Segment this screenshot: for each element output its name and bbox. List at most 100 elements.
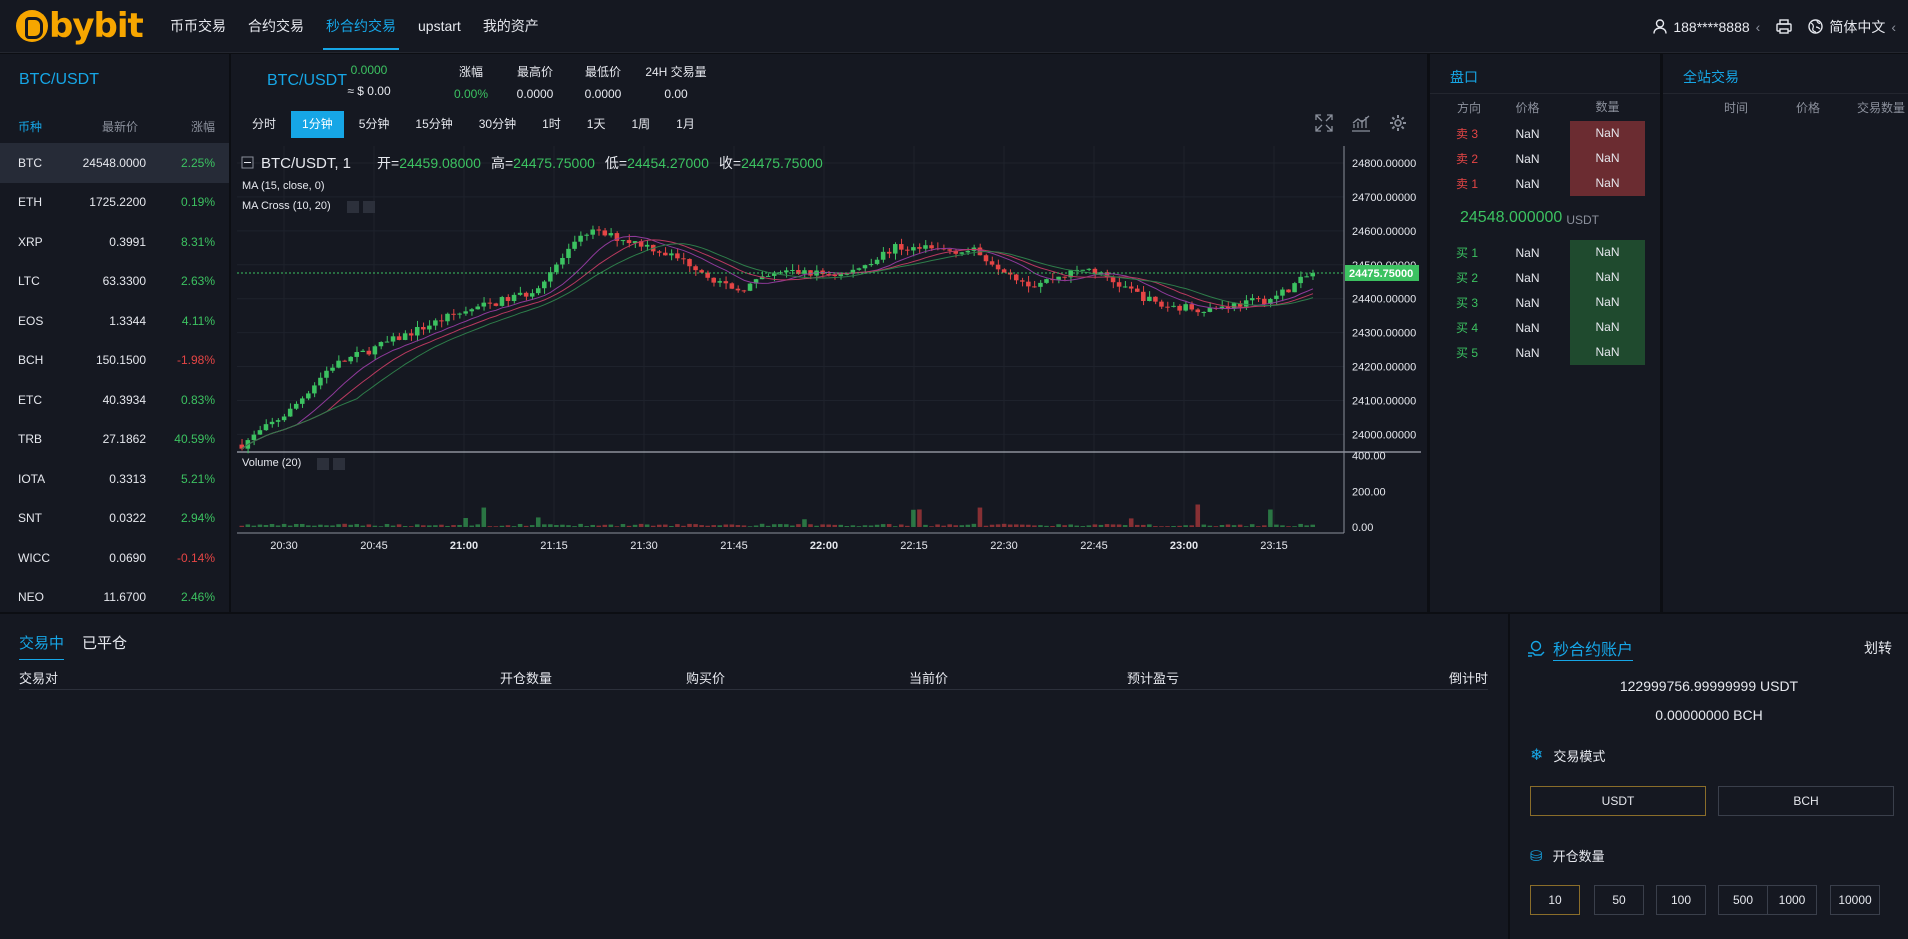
qty-button-1000[interactable]: 1000 [1767, 885, 1817, 915]
candle-body [638, 241, 644, 247]
transfer-button[interactable]: 划转 [1864, 640, 1892, 656]
market-list-header: 币种 最新价 涨幅 [0, 109, 229, 143]
market-row-bch[interactable]: BCH 150.1500 -1.98% [0, 341, 229, 381]
market-row-trb[interactable]: TRB 27.1862 40.59% [0, 420, 229, 460]
book-price: NaN [1515, 345, 1540, 360]
nav-contract-trading[interactable]: 合约交易 [248, 18, 304, 34]
qty-button-50[interactable]: 50 [1594, 885, 1644, 915]
timeframe-3[interactable]: 15分钟 [415, 117, 453, 131]
orders-table-header: 交易对 开仓数量 购买价 当前价 预计盈亏 倒计时 [19, 660, 1488, 690]
timeframe-2[interactable]: 5分钟 [358, 117, 390, 131]
header-last-price[interactable]: 最新价 [101, 119, 138, 134]
order-book-panel: 盘口 方向 价格 数量 卖 3 NaN NaN 卖 2 NaN NaN 卖 1 Na… [1430, 54, 1660, 612]
qty-button-500[interactable]: 500 [1718, 885, 1768, 915]
language-selector[interactable]: 简体中文 ‹ [1808, 17, 1896, 37]
volume-bar [451, 525, 456, 527]
market-row-xrp[interactable]: XRP 0.3991 8.31% [0, 222, 229, 262]
market-row-wicc[interactable]: WICC 0.0690 -0.14% [0, 538, 229, 578]
candle-body [687, 259, 692, 267]
user-menu[interactable]: 188****8888 ‹ [1653, 19, 1760, 35]
snowflake-icon: ❄ [1530, 747, 1544, 764]
timeframe-0[interactable]: 分时 [252, 117, 277, 131]
candle-body [899, 244, 904, 250]
bid-row[interactable]: 买 1 NaN NaN [1430, 240, 1660, 265]
candle-body [602, 230, 608, 236]
market-row-btc[interactable]: BTC 24548.0000 2.25% [0, 143, 229, 183]
order-book-title: 盘口 [1430, 54, 1660, 94]
bybit-logo[interactable]: bybit [16, 6, 144, 46]
ask-row[interactable]: 卖 3 NaN NaN [1430, 121, 1660, 146]
tab-closed-positions[interactable]: 已平仓 [82, 635, 128, 652]
qty-button-10000[interactable]: 10000 [1830, 885, 1880, 915]
candle-body [644, 244, 650, 247]
candle-body [342, 360, 347, 362]
mode-bch-button[interactable]: BCH [1718, 786, 1894, 816]
time-axis-label: 22:00 [810, 540, 838, 552]
market-row-etc[interactable]: ETC 40.3934 0.83% [0, 380, 229, 420]
market-row-snt[interactable]: SNT 0.0322 2.94% [0, 499, 229, 539]
market-row-ltc[interactable]: LTC 63.3300 2.63% [0, 262, 229, 302]
ask-row[interactable]: 卖 2 NaN NaN [1430, 146, 1660, 171]
volume-bar [850, 525, 856, 527]
candle-body [784, 270, 789, 273]
volume-bar [590, 524, 595, 527]
volume-axis-label: 200.00 [1352, 486, 1386, 498]
bid-row[interactable]: 买 5 NaN NaN [1430, 340, 1660, 365]
timeframe-5[interactable]: 1时 [542, 117, 561, 131]
gear-icon[interactable] [1389, 114, 1407, 132]
mode-usdt-button[interactable]: USDT [1530, 786, 1706, 816]
market-row-eth[interactable]: ETH 1725.2200 0.19% [0, 183, 229, 223]
timeframe-6[interactable]: 1天 [586, 117, 606, 131]
volume-bar [608, 524, 614, 527]
globe-icon [1808, 19, 1824, 34]
volume-legend: Volume (20) [242, 457, 301, 469]
candle-body [892, 244, 898, 254]
nav-upstart[interactable]: upstart [418, 18, 461, 34]
qty-button-10[interactable]: 10 [1530, 885, 1580, 915]
timeframe-8[interactable]: 1月 [676, 117, 695, 131]
tab-open-positions[interactable]: 交易中 [19, 632, 65, 660]
market-symbol: SNT [18, 511, 42, 526]
candle-body [886, 251, 892, 254]
nav-my-assets[interactable]: 我的资产 [482, 18, 539, 34]
download-app-button[interactable] [1776, 19, 1793, 34]
volume-bar [868, 525, 874, 527]
candle-body [735, 288, 741, 291]
timeframe-4[interactable]: 30分钟 [478, 117, 517, 131]
account-title-text[interactable]: 秒合约账户 [1553, 636, 1634, 661]
indicators-icon[interactable] [1351, 114, 1371, 132]
volume-bar [263, 525, 269, 527]
volume-bar [511, 526, 517, 527]
balance-usdt: 122999756.99999999 USDT [1619, 678, 1799, 694]
volume-bar [324, 525, 329, 527]
header-symbol[interactable]: 币种 [18, 119, 43, 134]
candle-body [287, 408, 293, 417]
price-axis-label: 24400.00000 [1352, 294, 1416, 306]
qty-button-100[interactable]: 100 [1656, 885, 1706, 915]
candle-body [1116, 282, 1122, 287]
volume-bar [523, 525, 529, 527]
bid-row[interactable]: 买 4 NaN NaN [1430, 315, 1660, 340]
header-change[interactable]: 涨幅 [190, 119, 215, 134]
market-change: 0.19% [180, 195, 215, 210]
bid-row[interactable]: 买 3 NaN NaN [1430, 290, 1660, 315]
bid-row[interactable]: 买 2 NaN NaN [1430, 265, 1660, 290]
market-change: -1.98% [176, 353, 215, 368]
ask-row[interactable]: 卖 1 NaN NaN [1430, 171, 1660, 196]
ticker-low-label: 最低价 [584, 65, 621, 79]
volume-bar [390, 525, 396, 527]
market-row-eos[interactable]: EOS 1.3344 4.11% [0, 301, 229, 341]
candle-body [765, 275, 771, 277]
timeframe-1[interactable]: 1分钟 [291, 111, 344, 138]
candlestick-chart[interactable]: 24800.0000024700.0000024600.0000024500.0… [231, 146, 1427, 598]
fullscreen-icon[interactable] [1315, 114, 1333, 132]
candle-body [590, 229, 595, 235]
timeframe-7[interactable]: 1周 [631, 117, 651, 131]
nav-second-contract-trading[interactable]: 秒合约交易 [315, 0, 407, 53]
candle-body [669, 253, 674, 256]
market-row-iota[interactable]: IOTA 0.3313 5.21% [0, 459, 229, 499]
market-row-neo[interactable]: NEO 11.6700 2.46% [0, 578, 229, 618]
volume-bar [330, 525, 335, 527]
nav-spot-trading[interactable]: 币币交易 [170, 18, 226, 34]
market-price: 11.6700 [103, 590, 147, 605]
